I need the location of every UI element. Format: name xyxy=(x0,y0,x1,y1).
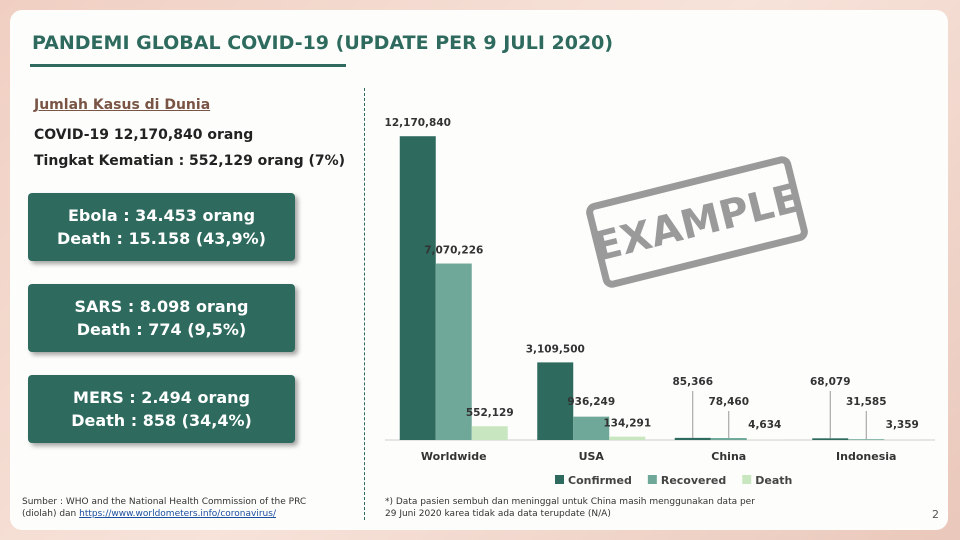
value-label: 68,079 xyxy=(810,376,851,388)
info-line: Ebola : 34.453 orang xyxy=(67,206,256,225)
bar xyxy=(674,437,711,440)
chart-note: *) Data pasien sembuh dan meninggal untu… xyxy=(385,497,755,519)
value-label: 3,359 xyxy=(886,419,919,431)
value-label: 552,129 xyxy=(466,407,514,419)
bar xyxy=(812,438,849,440)
value-label: 85,366 xyxy=(672,376,713,388)
bar xyxy=(537,362,574,440)
page-number: 2 xyxy=(932,508,939,521)
x-tick-label: Indonesia xyxy=(836,450,896,463)
stamp: EXAMPLE xyxy=(586,156,808,288)
legend-swatch xyxy=(555,475,564,484)
x-tick-label: Worldwide xyxy=(421,450,487,463)
info-box: SARS : 8.098 orang Death : 774 (9,5%) xyxy=(28,284,295,352)
value-label: 4,634 xyxy=(748,419,781,431)
legend-label: Confirmed xyxy=(568,474,632,487)
info-line: Death : 15.158 (43,9%) xyxy=(57,229,266,248)
x-tick-label: China xyxy=(711,450,746,463)
bar xyxy=(471,426,508,440)
value-label: 134,291 xyxy=(603,418,651,430)
bar xyxy=(710,438,747,440)
world-heading: Jumlah Kasus di Dunia xyxy=(34,97,211,113)
bar xyxy=(399,136,436,441)
bar xyxy=(609,436,646,440)
source: Sumber : WHO and the National Health Com… xyxy=(22,496,342,520)
value-label: 78,460 xyxy=(708,396,749,408)
info-line: MERS : 2.494 orang xyxy=(73,388,250,407)
value-label: 936,249 xyxy=(567,396,615,408)
title-underline xyxy=(30,64,346,67)
legend-swatch xyxy=(742,475,752,484)
bar xyxy=(435,263,472,440)
value-label: 12,170,840 xyxy=(385,117,451,129)
world-line: COVID-19 12,170,840 orang xyxy=(34,127,254,143)
value-label: 7,070,226 xyxy=(424,245,483,257)
card xyxy=(10,10,948,530)
stamp-text: EXAMPLE xyxy=(589,175,805,271)
bar xyxy=(848,439,885,440)
source-text: Sumber : WHO and the National Health Com… xyxy=(22,497,307,519)
divider xyxy=(364,88,365,520)
info-line: Death : 774 (9,5%) xyxy=(76,320,247,339)
info-box: MERS : 2.494 orang Death : 858 (34,4%) xyxy=(28,375,295,443)
legend-label: Death xyxy=(755,474,792,487)
info-line: Death : 858 (34,4%) xyxy=(71,411,252,430)
value-label: 31,585 xyxy=(846,396,887,408)
info-line: SARS : 8.098 orang xyxy=(74,297,249,316)
stamp-frame xyxy=(586,156,808,288)
world-line: Tingkat Kematian : 552,129 orang (7%) xyxy=(34,153,346,169)
slide-title: PANDEMI GLOBAL COVID-19 (UPDATE PER 9 JU… xyxy=(32,32,614,54)
bar xyxy=(573,416,610,440)
x-tick-label: USA xyxy=(579,450,605,463)
legend-label: Recovered xyxy=(661,474,726,487)
value-label: 3,109,500 xyxy=(526,343,585,355)
legend-swatch xyxy=(647,475,657,484)
source-link[interactable]: https://www.worldometers.info/coronaviru… xyxy=(79,509,276,519)
info-box: Ebola : 34.453 orang Death : 15.158 (43,9… xyxy=(28,193,295,261)
